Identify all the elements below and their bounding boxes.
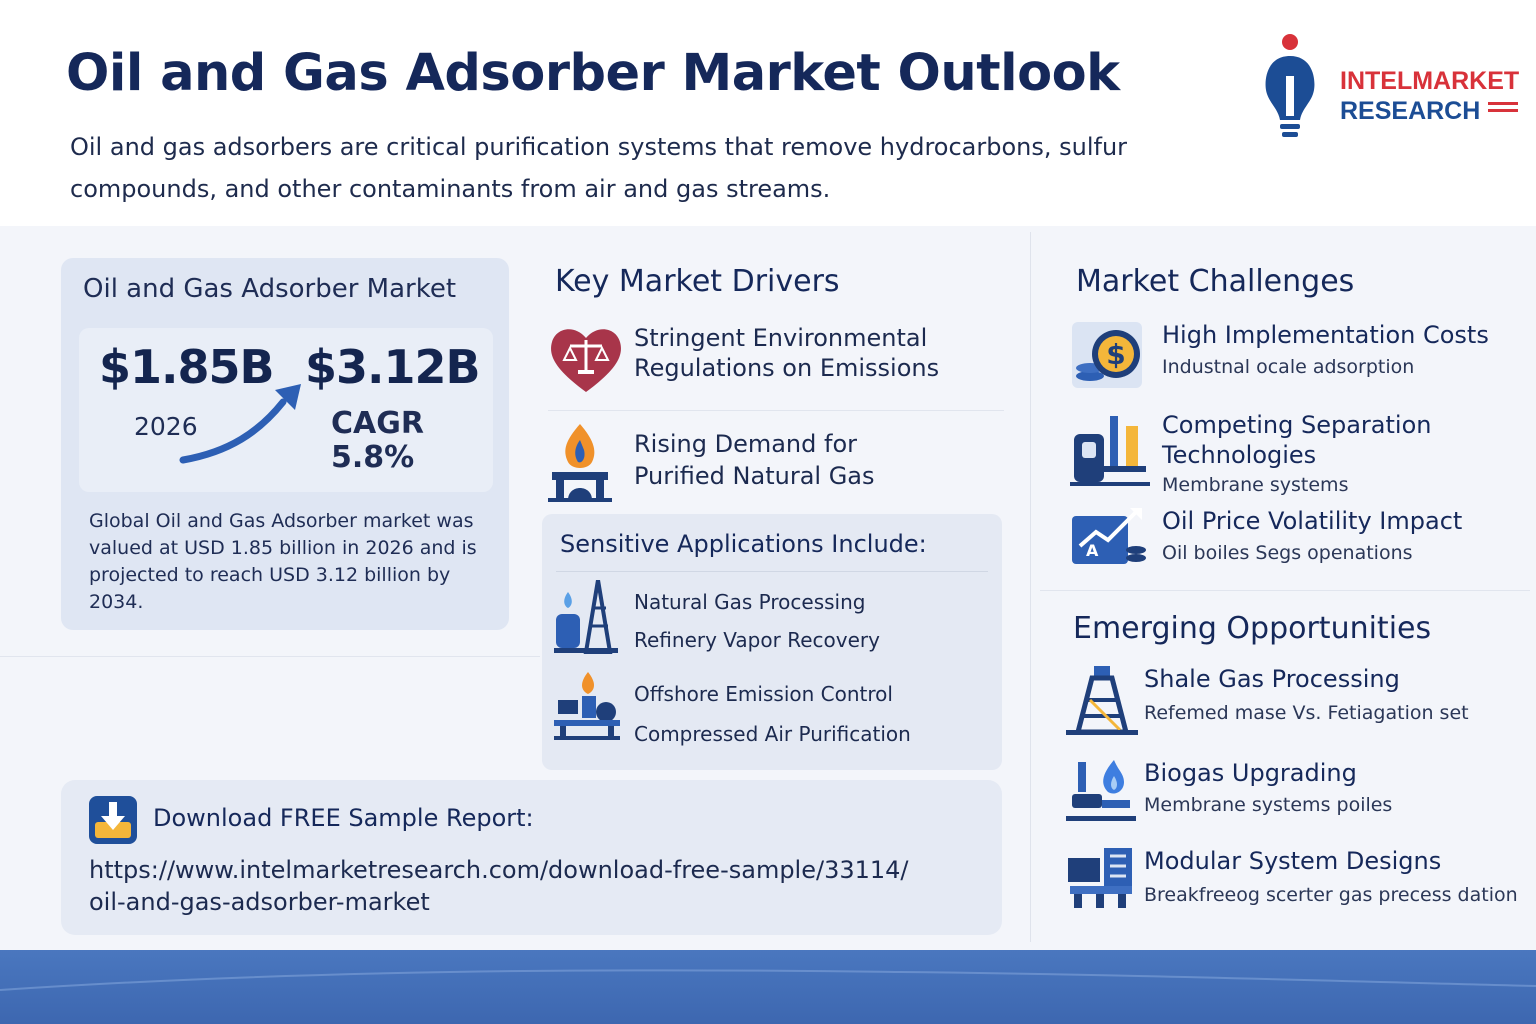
header: Oil and Gas Adsorber Market Outlook Oil … [0, 0, 1536, 226]
opportunity-item: Biogas Upgrading Membrane systems poiles [1066, 758, 1526, 824]
driver-line-2: Regulations on Emissions [634, 354, 940, 382]
opportunity-item: Shale Gas Processing Refemed mase Vs. Fe… [1066, 664, 1526, 738]
application-item: Offshore Emission Control [634, 682, 893, 706]
driver-line-1: Stringent Environmental [634, 324, 928, 352]
opportunities-title: Emerging Opportunities [1073, 611, 1432, 646]
svg-text:A: A [1086, 541, 1099, 560]
footer-band [0, 950, 1536, 1024]
applications-panel: Sensitive Applications Include: Natural … [542, 514, 1002, 770]
page-title: Oil and Gas Adsorber Market Outlook [66, 44, 1120, 103]
challenge-desc: Oil boiles Segs openations [1162, 542, 1413, 564]
flame-plant-icon [548, 424, 612, 502]
brand-logo: INTELMARKET RESEARCH [1262, 32, 1526, 142]
cagr-label: CAGR [331, 406, 424, 441]
dollar-coin-icon: $ [1072, 322, 1142, 388]
challenge-item: A Oil Price Volatility Impact Oil boiles… [1066, 504, 1526, 574]
application-item: Natural Gas Processing [634, 590, 866, 614]
right-divider [1040, 590, 1530, 591]
opportunity-title: Shale Gas Processing [1144, 665, 1400, 693]
challenge-title: Oil Price Volatility Impact [1162, 507, 1463, 535]
opportunity-title: Biogas Upgrading [1144, 759, 1357, 787]
challenge-title-line-2: Technologies [1162, 441, 1317, 469]
opportunity-desc: Membrane systems poiles [1144, 794, 1393, 816]
scales-heart-icon [551, 329, 621, 392]
modular-plant-icon [1068, 848, 1132, 908]
challenge-item: $ High Implementation Costs Industnal oc… [1066, 314, 1526, 394]
download-panel: Download FREE Sample Report: https://www… [61, 780, 1002, 935]
market-card-title: Oil and Gas Adsorber Market [83, 274, 457, 304]
market-values-panel: $1.85B $3.12B 2026 CAGR 5.8% [79, 328, 493, 492]
market-size-card: Oil and Gas Adsorber Market $1.85B $3.12… [61, 258, 509, 630]
footer-wave [0, 969, 1536, 991]
logo-bars [1488, 102, 1518, 116]
opportunity-item: Modular System Designs Breakfreeog scert… [1066, 846, 1526, 912]
refinery-icon [1070, 416, 1150, 486]
driver-line-2: Purified Natural Gas [634, 462, 875, 490]
growth-arrow-icon [179, 384, 301, 464]
driver-item: Stringent Environmental Regulations on E… [548, 322, 988, 398]
svg-text:$: $ [1106, 338, 1125, 371]
biogas-flame-icon [1066, 760, 1136, 821]
cagr-value: 5.8% [331, 440, 415, 475]
download-label: Download FREE Sample Report: [153, 804, 534, 832]
applications-title: Sensitive Applications Include: [560, 530, 927, 558]
opportunity-title: Modular System Designs [1144, 847, 1442, 875]
download-url-line-2[interactable]: oil-and-gas-adsorber-market [89, 888, 430, 916]
start-year: 2026 [134, 412, 198, 441]
page-subtitle: Oil and gas adsorbers are critical purif… [70, 133, 1128, 203]
logo-line-1: INTELMARKET [1340, 67, 1520, 95]
column-divider [1030, 232, 1031, 942]
challenges-title: Market Challenges [1076, 264, 1355, 299]
driver-divider [548, 410, 1004, 411]
offshore-platform-icon [554, 672, 620, 740]
drivers-title: Key Market Drivers [555, 264, 840, 299]
start-value: $1.85B [99, 340, 275, 394]
download-link[interactable]: https://www.intelmarketresearch.com/down… [89, 854, 969, 918]
challenge-title: High Implementation Costs [1162, 321, 1489, 349]
end-value: $3.12B [305, 340, 481, 394]
drilling-rig-icon [1066, 666, 1138, 735]
logo-wordmark: INTELMARKET RESEARCH [1340, 66, 1519, 126]
driver-line-1: Rising Demand for [634, 430, 857, 458]
application-item: Refinery Vapor Recovery [634, 628, 880, 652]
opportunity-desc: Breakfreeog scerter gas precess dation [1144, 884, 1518, 906]
challenge-desc: Industnal ocale adsorption [1162, 356, 1415, 378]
challenge-desc: Membrane systems [1162, 474, 1349, 496]
download-url-line-1[interactable]: https://www.intelmarketresearch.com/down… [89, 856, 909, 884]
opportunity-desc: Refemed mase Vs. Fetiagation set [1144, 702, 1469, 724]
logo-line-2: RESEARCH [1340, 97, 1481, 125]
lightbulb-logo-icon [1265, 34, 1315, 137]
driver-item: Rising Demand for Purified Natural Gas [548, 424, 988, 504]
market-description: Global Oil and Gas Adsorber market was v… [89, 510, 477, 613]
challenge-item: Competing Separation Technologies Membra… [1066, 408, 1526, 504]
application-item: Compressed Air Purification [634, 722, 911, 746]
challenge-title: Competing Separation [1162, 411, 1432, 439]
left-divider [0, 656, 540, 657]
download-icon[interactable] [89, 796, 137, 844]
trend-chart-icon: A [1072, 508, 1146, 564]
gas-processing-icon [554, 580, 618, 654]
applications-rule [556, 571, 988, 572]
